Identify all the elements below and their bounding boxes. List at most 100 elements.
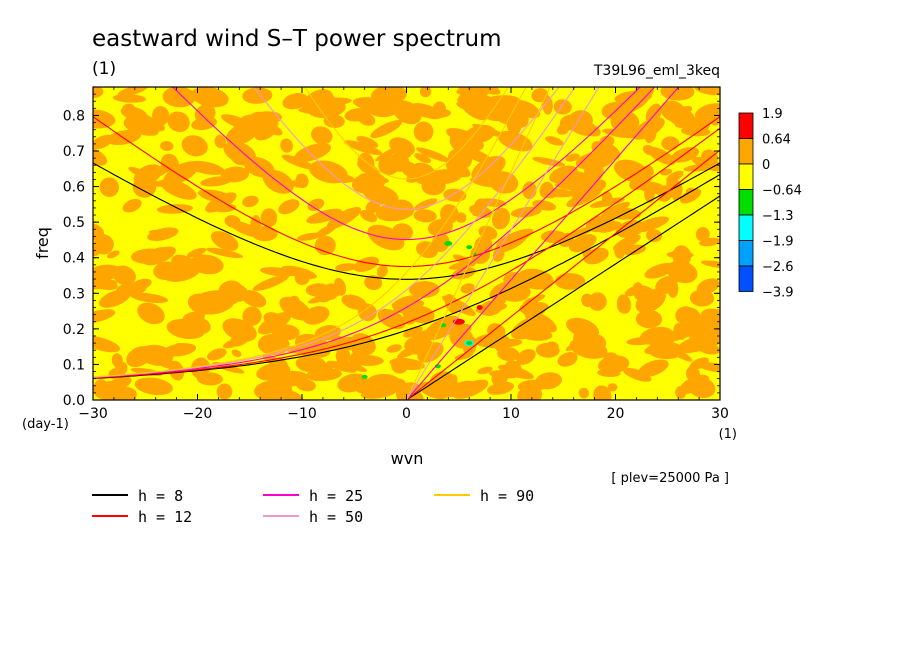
texture-patch — [295, 378, 316, 392]
texture-patch — [660, 87, 695, 101]
texture-patch — [487, 381, 514, 395]
texture-patch — [414, 153, 431, 164]
x-tick-label: 30 — [711, 406, 729, 422]
texture-patch — [365, 200, 381, 213]
colorbar-swatch — [738, 214, 754, 241]
texture-patch — [218, 280, 244, 303]
texture-patch — [314, 224, 337, 238]
dispersion-curves — [93, 87, 720, 400]
spectrum-spot — [476, 305, 483, 310]
texture-patch — [242, 306, 262, 326]
colorbar-label: −2.6 — [762, 260, 794, 275]
dispersion-curve — [93, 162, 720, 280]
spectrum-spot — [466, 341, 473, 346]
y-tick-label: 0.5 — [63, 215, 85, 231]
texture-patch — [162, 87, 196, 108]
texture-patch — [649, 337, 674, 352]
texture-patch — [497, 130, 533, 152]
texture-patch — [306, 208, 343, 224]
texture-patch — [660, 168, 673, 176]
texture-patch — [391, 301, 403, 311]
run-label: T39L96_eml_3keq — [593, 63, 720, 79]
texture-patch — [545, 136, 564, 146]
texture-patch — [413, 121, 434, 142]
texture-patch — [456, 87, 492, 95]
texture-patch — [186, 247, 207, 258]
texture-patch — [326, 207, 362, 229]
texture-patch — [621, 244, 646, 256]
texture-patch — [122, 103, 135, 112]
texture-patch — [439, 204, 459, 224]
texture-patch — [160, 140, 174, 152]
texture-patch — [626, 336, 660, 346]
texture-patch — [432, 101, 447, 119]
texture-patch — [344, 140, 383, 156]
texture-patch — [335, 348, 351, 364]
texture-patch — [519, 329, 553, 341]
y-tick-label: 0.4 — [63, 251, 85, 267]
texture-patch — [635, 309, 663, 329]
texture-patch — [93, 147, 108, 166]
colorbar-swatch — [738, 265, 754, 292]
legend-label: h = 25 — [309, 487, 363, 505]
texture-patch — [622, 367, 652, 382]
texture-patch — [535, 372, 562, 390]
colorbar-label: −1.9 — [762, 235, 794, 250]
texture-patch — [139, 344, 174, 366]
spectrum-spot — [444, 241, 453, 246]
colorbar-label: −3.9 — [762, 286, 794, 301]
texture-patch — [446, 128, 484, 147]
noise-layer — [93, 87, 720, 400]
texture-patch — [676, 337, 702, 353]
texture-patch — [547, 341, 559, 350]
texture-patch — [445, 374, 458, 390]
texture-patch — [377, 308, 406, 330]
texture-patch — [93, 134, 114, 150]
texture-patch — [181, 135, 208, 157]
texture-patch — [589, 197, 625, 208]
texture-patch — [575, 151, 615, 170]
texture-patch — [424, 315, 461, 341]
texture-patch — [243, 111, 282, 128]
texture-patch — [457, 93, 495, 109]
y-tick-label: 0.1 — [63, 357, 85, 373]
texture-patch — [696, 341, 720, 355]
texture-patch — [278, 199, 300, 215]
texture-patch — [413, 209, 437, 223]
texture-patch — [357, 112, 376, 126]
texture-patch — [98, 289, 131, 308]
texture-patch — [677, 105, 693, 116]
texture-patch — [469, 177, 499, 188]
texture-patch — [516, 348, 536, 365]
texture-patch — [355, 383, 382, 394]
texture-patch — [460, 283, 475, 294]
texture-patch — [663, 263, 693, 272]
texture-patch — [323, 114, 345, 129]
texture-patch — [629, 172, 652, 191]
texture-patch — [667, 279, 679, 298]
texture-patch — [376, 264, 388, 278]
texture-patch — [311, 126, 333, 145]
y-tick-label: 0.8 — [63, 108, 85, 124]
colorbar-label: 0.64 — [762, 133, 791, 148]
texture-patch — [504, 360, 522, 376]
texture-patch — [666, 170, 684, 183]
texture-patch — [108, 376, 132, 391]
texture-patch — [510, 206, 542, 218]
colorbar-label: −1.3 — [762, 209, 794, 224]
colorbar-label: 0 — [762, 158, 770, 173]
title-unit: (1) — [92, 59, 116, 79]
y-tick-label: 0.6 — [63, 180, 85, 196]
texture-patch — [222, 318, 257, 342]
texture-patch — [370, 119, 403, 139]
texture-patch — [130, 292, 169, 304]
dispersion-curve — [93, 87, 527, 378]
texture-patch — [416, 147, 451, 163]
colorbar: 1.9 0.64 0 −0.64 −1.3 −1.9 −2.6 −3.9 — [738, 107, 802, 301]
dispersion-curve — [406, 87, 600, 400]
texture-patch — [497, 347, 520, 361]
texture-patch — [167, 111, 190, 133]
texture-patch — [134, 377, 173, 396]
texture-patch — [557, 352, 578, 367]
texture-patch — [207, 348, 227, 361]
